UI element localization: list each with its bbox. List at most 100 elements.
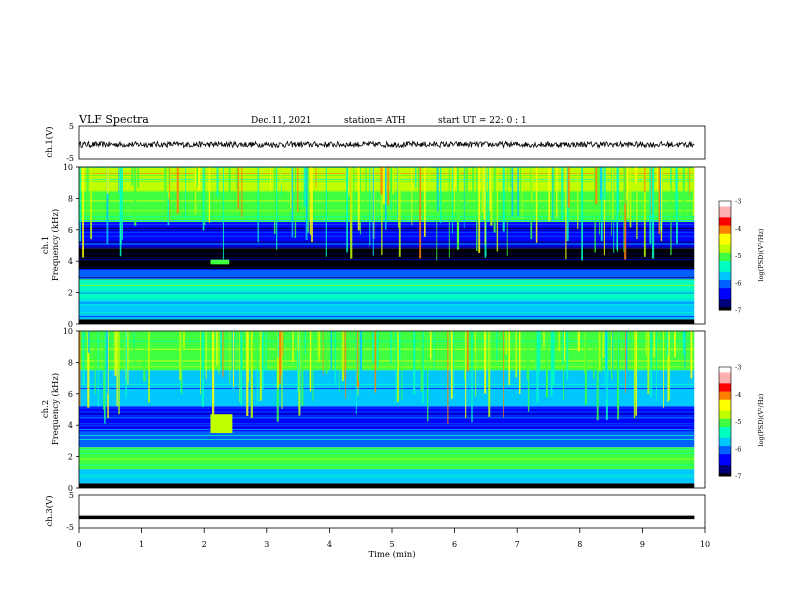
ytick-label: 2 <box>68 453 73 462</box>
sferic-streak <box>305 167 308 241</box>
sferic-streak <box>229 331 231 384</box>
colorbar-segment <box>719 456 731 461</box>
colorbar-frame <box>718 366 732 477</box>
sferic-streak <box>676 167 678 244</box>
sferic-streak <box>596 331 599 421</box>
xtick-label: 4 <box>327 540 332 549</box>
spectrogram-row <box>79 216 695 218</box>
colorbar-segment <box>719 225 731 229</box>
sferic-streak <box>369 167 371 246</box>
sferic-streak <box>625 331 626 394</box>
colorbar-tick-label: -7 <box>735 473 741 481</box>
colorbar-segment <box>719 228 731 232</box>
sferic-streak <box>205 331 207 380</box>
colorbar-segment <box>719 293 731 297</box>
colorbar-tick-label: -4 <box>735 391 741 399</box>
sferic-streak <box>605 331 607 400</box>
sferic-streak <box>464 331 465 381</box>
sferic-streak <box>134 167 137 226</box>
spectrogram-band <box>79 269 695 281</box>
colorbar-segment <box>719 473 731 477</box>
sferic-streak <box>297 331 299 392</box>
colorbar-segment <box>719 288 731 292</box>
spectrogram-row <box>79 237 695 239</box>
sferic-streak <box>261 331 264 389</box>
colorbar-segment <box>719 230 731 235</box>
sferic-streak <box>348 167 350 196</box>
sferic-streak <box>617 331 619 409</box>
spectrogram-row <box>79 407 695 409</box>
spectrogram-row <box>79 178 695 180</box>
sferic-streak <box>181 331 183 394</box>
sferic-streak <box>530 167 533 240</box>
sferic-streak <box>419 167 422 259</box>
no-data-region <box>694 331 705 488</box>
spectrogram-row <box>79 243 695 245</box>
sferic-streak <box>246 331 249 416</box>
sferic-streak <box>644 167 646 193</box>
ytick-label: 2 <box>68 289 73 298</box>
sferic-streak <box>290 167 293 209</box>
start-ut-label: start UT = 22: 0 : 1 <box>438 116 527 126</box>
colorbar-segment <box>719 380 731 384</box>
sferic-streak <box>689 167 691 196</box>
sferic-streak <box>272 167 274 185</box>
sferic-streak <box>381 167 383 256</box>
sferic-streak <box>563 331 564 400</box>
colorbar-tick-label: -6 <box>735 279 741 287</box>
sferic-streak <box>208 167 211 223</box>
sferic-streak <box>372 167 374 256</box>
sferic-streak <box>374 331 377 393</box>
spectrogram-row <box>79 284 695 286</box>
colorbar-segment <box>719 443 731 447</box>
spectrogram-row <box>79 409 695 411</box>
sferic-streak <box>517 167 519 217</box>
sferic-streak <box>350 167 353 259</box>
sferic-streak <box>250 331 253 418</box>
ytick-label: 4 <box>68 421 73 430</box>
sferic-streak <box>563 331 566 361</box>
spectrogram-row <box>79 267 695 269</box>
sferic-streak <box>392 167 395 195</box>
spectrogram-row <box>79 276 695 278</box>
sferic-streak <box>325 167 327 257</box>
colorbar-segment <box>719 367 731 371</box>
spectrogram-band <box>79 280 695 301</box>
sferic-streak <box>357 331 360 381</box>
spectrogram-row <box>79 458 695 460</box>
spectrogram-row <box>79 306 695 308</box>
no-data-region <box>694 167 705 324</box>
sferic-streak <box>276 331 280 389</box>
spectrogram-row <box>79 464 695 466</box>
sferic-streak <box>291 331 293 352</box>
sferic-streak <box>600 167 603 242</box>
sferic-streak <box>204 167 206 225</box>
spectrogram-row <box>79 429 695 431</box>
sferic-streak <box>114 331 117 376</box>
spectrogram-row <box>79 253 695 255</box>
x-axis-ticks: 0 1 2 3 4 5 6 7 8 9 10 <box>76 528 710 549</box>
colorbar-segment <box>719 250 731 254</box>
spectrogram-row <box>79 269 695 271</box>
colorbar-segment <box>719 440 731 444</box>
colorbar-segment <box>719 405 731 409</box>
ytick-label: 6 <box>68 226 73 235</box>
sferic-streak <box>182 331 186 348</box>
spectrogram-row <box>79 439 695 440</box>
sferic-streak <box>353 167 355 203</box>
sferic-streak <box>623 167 625 253</box>
sferic-streak <box>581 167 584 261</box>
sferic-streak <box>79 167 81 242</box>
spectrogram-feature <box>210 259 230 265</box>
sferic-streak <box>185 167 187 221</box>
colorbar-segment <box>719 239 731 243</box>
sferic-streak <box>483 167 486 220</box>
sferic-streak <box>598 167 600 235</box>
spectrogram-row <box>79 378 695 380</box>
sferic-streak <box>355 331 357 415</box>
colorbar-segment <box>719 426 731 431</box>
sferic-streak <box>545 331 549 398</box>
sferic-streak <box>598 331 601 371</box>
colorbar-segment <box>719 437 731 442</box>
sferic-streak <box>304 331 306 355</box>
